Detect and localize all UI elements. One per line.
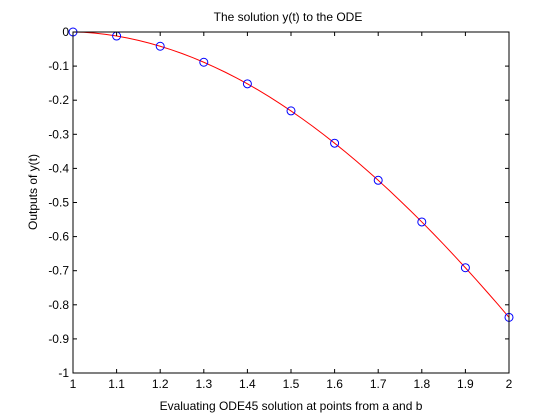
x-axis-label: Evaluating ODE45 solution at points from… — [160, 399, 423, 413]
y-tick-label: -0.5 — [48, 196, 69, 210]
y-tick-label: -0.2 — [48, 93, 69, 107]
data-point-marker — [460, 263, 470, 273]
data-point-marker — [155, 41, 165, 51]
data-point-marker — [330, 138, 340, 148]
axes-layer: 1 1.1 1.2 1.3 1.4 1.5 1.6 1.7 1.8 1.9 2 0 -0.1 -0.2 -0… — [48, 25, 512, 391]
data-point-marker — [242, 79, 252, 89]
x-tick-label: 1.1 — [108, 377, 125, 391]
y-tick-label: -0.7 — [48, 264, 69, 278]
x-tick-label: 1.9 — [457, 377, 474, 391]
x-tick-label: 1.6 — [326, 377, 343, 391]
x-tick-label: 1 — [70, 377, 77, 391]
data-point-marker — [373, 175, 383, 185]
plot-area — [73, 32, 509, 373]
x-tick-label: 1.2 — [152, 377, 169, 391]
series-line — [72, 31, 510, 318]
y-axis-label: Outputs of y(t) — [26, 154, 40, 230]
data-point-marker — [286, 106, 296, 116]
x-tick-label: 1.3 — [195, 377, 212, 391]
y-tick-label: -0.6 — [48, 230, 69, 244]
data-point-marker — [417, 217, 427, 227]
chart-title: The solution y(t) to the ODE — [214, 10, 363, 24]
y-tick-label: -0.8 — [48, 298, 69, 312]
x-tick-label: 1.8 — [413, 377, 430, 391]
x-tick-label: 2 — [506, 377, 513, 391]
y-tick-label: 0 — [62, 25, 69, 39]
series-layer — [68, 27, 514, 322]
x-tick-label: 1.4 — [239, 377, 256, 391]
y-tick-label: -0.3 — [48, 127, 69, 141]
y-tick-label: -1 — [58, 366, 69, 380]
x-tick-label: 1.7 — [370, 377, 387, 391]
y-tick-label: -0.9 — [48, 332, 69, 346]
x-tick-label: 1.5 — [283, 377, 300, 391]
data-point-marker — [199, 57, 209, 67]
y-tick-label: -0.4 — [48, 161, 69, 175]
y-tick-label: -0.1 — [48, 59, 69, 73]
